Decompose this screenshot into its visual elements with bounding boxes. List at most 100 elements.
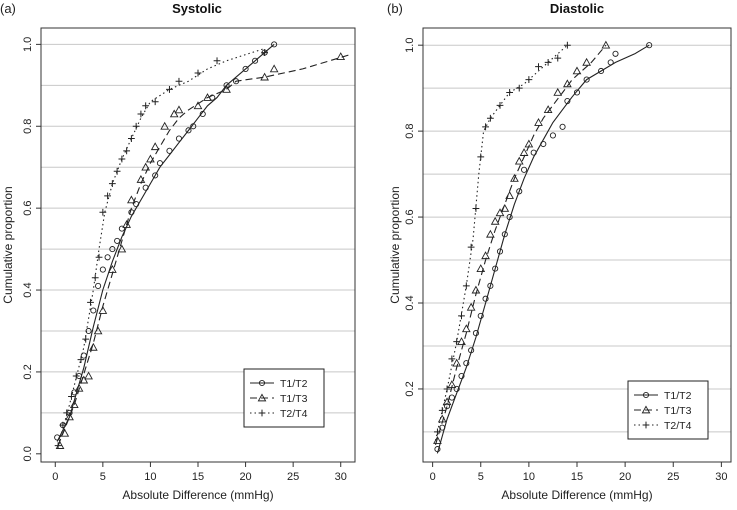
- data-point: [472, 330, 479, 337]
- data-point: [68, 393, 75, 400]
- data-point: [463, 360, 470, 367]
- panel-label: (b): [387, 1, 403, 16]
- data-point: [540, 140, 547, 148]
- data-point: [554, 54, 562, 62]
- x-tick-label: 20: [239, 471, 251, 483]
- panel-label: (a): [0, 1, 16, 16]
- series-t1-t2: [54, 41, 278, 442]
- data-point: [443, 385, 451, 393]
- legend-marker: [258, 409, 266, 417]
- data-point: [506, 214, 513, 221]
- data-point: [136, 174, 146, 183]
- legend-marker: [642, 391, 650, 399]
- data-point: [223, 82, 230, 89]
- y-tick-label: 0.6: [404, 209, 416, 224]
- series-t2-t4: [54, 47, 269, 450]
- data-point: [501, 231, 508, 238]
- legend-label: T1/T3: [664, 405, 692, 417]
- data-point: [77, 356, 85, 364]
- fitted-curve: [434, 44, 568, 441]
- y-tick-label: 0.4: [404, 295, 416, 310]
- data-point: [71, 389, 78, 396]
- legend-label: T1/T2: [664, 390, 692, 402]
- data-point: [69, 400, 79, 409]
- legend-box: [243, 368, 325, 428]
- data-point: [194, 69, 202, 77]
- data-point: [439, 424, 446, 431]
- data-point: [482, 123, 489, 131]
- data-point: [113, 167, 121, 175]
- data-point: [612, 50, 619, 57]
- data-point: [95, 282, 102, 289]
- data-point: [482, 295, 489, 302]
- data-point: [175, 135, 183, 142]
- data-point: [222, 84, 231, 93]
- data-point: [530, 149, 537, 156]
- data-point: [132, 122, 140, 130]
- fitted-curve: [56, 43, 275, 442]
- x-tick-label: 0: [52, 471, 58, 483]
- y-tick-label: 0.8: [22, 119, 34, 134]
- data-point: [185, 127, 192, 134]
- data-point: [99, 208, 107, 216]
- data-point: [175, 77, 183, 85]
- data-point: [59, 421, 67, 429]
- y-tick-label: 0.2: [404, 381, 416, 396]
- data-point: [142, 102, 150, 110]
- data-point: [434, 428, 441, 436]
- data-point: [461, 324, 471, 333]
- data-point: [434, 446, 441, 453]
- data-point: [510, 173, 519, 182]
- data-point: [156, 160, 163, 167]
- x-tick-label: 20: [619, 471, 631, 483]
- data-point: [447, 380, 457, 388]
- data-point: [524, 139, 534, 148]
- panel-systolic: 0 5 10 15 20 25 30 0.0 0.2 0.4 0.6 0.8 1.0 (a) Systoli…: [0, 1, 356, 502]
- data-point: [438, 407, 446, 414]
- x-tick-label: 25: [667, 471, 679, 483]
- data-point: [549, 132, 556, 139]
- data-point: [481, 251, 490, 260]
- data-point: [583, 76, 590, 83]
- data-point: [519, 148, 529, 156]
- x-tick-label: 25: [287, 471, 299, 483]
- legend-box: [627, 380, 709, 440]
- data-point: [506, 89, 514, 96]
- data-point: [271, 41, 278, 48]
- data-point: [152, 172, 159, 179]
- legend: T1/T2 T1/T3 T2/T4: [243, 368, 325, 428]
- legend-label: T1/T3: [280, 393, 308, 405]
- data-point: [60, 428, 70, 437]
- data-point: [521, 166, 528, 173]
- legend-marker: [258, 379, 266, 387]
- data-point: [190, 123, 197, 130]
- data-point: [486, 229, 495, 238]
- x-tick-label: 30: [335, 471, 347, 483]
- data-point: [543, 105, 553, 113]
- data-point: [160, 121, 170, 130]
- y-tick-label: 0.8: [404, 123, 416, 138]
- data-point: [572, 66, 582, 75]
- data-point: [95, 253, 103, 261]
- data-point: [151, 98, 159, 106]
- data-point: [269, 64, 279, 73]
- data-point: [99, 266, 106, 273]
- data-point: [54, 434, 61, 441]
- x-tick-label: 15: [192, 471, 204, 483]
- data-point: [88, 342, 98, 351]
- data-point: [563, 41, 571, 49]
- data-point: [437, 414, 447, 423]
- data-point: [486, 114, 494, 122]
- x-tick-label: 5: [478, 471, 484, 483]
- legend-label: T2/T4: [280, 408, 308, 420]
- data-point: [515, 84, 523, 92]
- series-t1-t2: [434, 42, 653, 454]
- data-point: [203, 93, 212, 101]
- chart-title: Systolic: [172, 1, 222, 16]
- data-point: [93, 326, 103, 335]
- x-tick-label: 10: [144, 471, 156, 483]
- data-point: [534, 118, 543, 126]
- fitted-curve: [436, 44, 650, 454]
- data-point: [492, 265, 499, 272]
- data-point: [458, 312, 465, 320]
